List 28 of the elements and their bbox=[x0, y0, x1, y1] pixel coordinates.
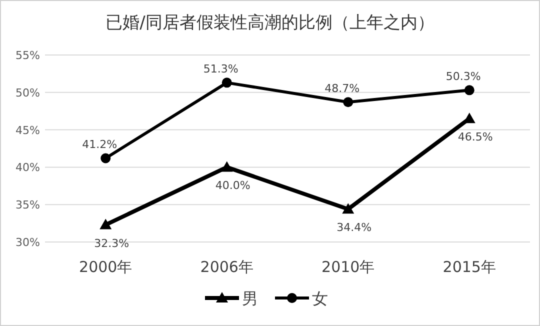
point bbox=[100, 218, 112, 230]
data-label: 32.3% bbox=[94, 236, 130, 250]
point bbox=[222, 78, 232, 88]
data-label: 51.3% bbox=[203, 62, 238, 76]
y-tick-label: 50% bbox=[16, 86, 40, 100]
y-tick-label: 35% bbox=[16, 198, 40, 212]
point bbox=[464, 85, 474, 96]
legend-label: 男 bbox=[242, 289, 258, 308]
y-tick-label: 45% bbox=[16, 124, 40, 137]
point bbox=[220, 161, 233, 172]
y-tick-label: 40% bbox=[16, 161, 40, 174]
y-tick-label: 55% bbox=[16, 49, 40, 62]
point bbox=[100, 153, 111, 164]
x-tick-label: 2010年 bbox=[322, 258, 375, 276]
x-tick-label: 2000年 bbox=[79, 258, 132, 276]
data-label: 50.3% bbox=[446, 70, 481, 84]
point bbox=[343, 97, 354, 108]
x-tick-label: 2015年 bbox=[442, 258, 496, 276]
legend-label: 女 bbox=[312, 289, 328, 308]
point bbox=[342, 203, 354, 214]
data-label: 48.7% bbox=[324, 82, 360, 96]
data-label: 41.2% bbox=[82, 138, 118, 152]
chart-title: 已婚/同居者假装性高潮的比例（上年之内） bbox=[106, 13, 434, 33]
x-tick-label: 2006年 bbox=[200, 258, 254, 276]
data-label: 34.4% bbox=[336, 221, 372, 234]
y-tick-label: 30% bbox=[16, 236, 40, 249]
data-label: 46.5% bbox=[458, 130, 493, 144]
data-label: 40.0% bbox=[215, 179, 250, 192]
